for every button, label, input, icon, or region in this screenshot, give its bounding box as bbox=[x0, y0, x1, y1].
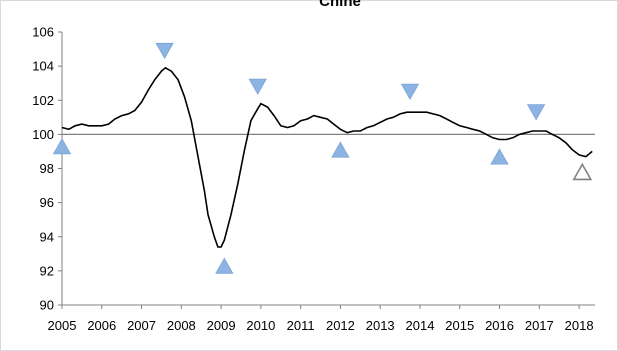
plot-area: 90 92 94 96 98 100 102 104 106 2005 2006 2007 2008 20… bbox=[32, 25, 595, 333]
x-tick-label: 2015 bbox=[445, 318, 474, 333]
y-tick-label: 94 bbox=[40, 229, 54, 244]
trough-marker bbox=[331, 141, 350, 158]
y-tick-label: 102 bbox=[32, 93, 54, 108]
y-tick-label: 104 bbox=[32, 59, 54, 74]
peak-marker bbox=[400, 83, 420, 101]
x-tick-label: 2014 bbox=[406, 318, 435, 333]
y-tick-label: 98 bbox=[40, 161, 54, 176]
x-tick-label: 2016 bbox=[485, 318, 514, 333]
x-tick-label: 2012 bbox=[326, 318, 355, 333]
chart-title: Chine bbox=[319, 0, 361, 10]
peak-marker bbox=[248, 78, 267, 95]
trough-marker bbox=[215, 257, 234, 274]
y-tick-label: 92 bbox=[40, 263, 54, 278]
trough-marker bbox=[52, 137, 72, 155]
x-tick-label: 2018 bbox=[565, 318, 594, 333]
x-tick-label: 2006 bbox=[87, 318, 116, 333]
x-tick-label: 2009 bbox=[207, 318, 236, 333]
y-tick-label: 90 bbox=[40, 298, 54, 313]
x-tick-label: 2007 bbox=[127, 318, 156, 333]
trough-marker bbox=[490, 148, 509, 165]
x-tick-label: 2011 bbox=[287, 318, 315, 333]
y-tick-label: 106 bbox=[32, 25, 54, 40]
series-line bbox=[61, 66, 593, 248]
x-tick-label: 2005 bbox=[48, 318, 77, 333]
y-tick-label: 100 bbox=[32, 127, 54, 142]
x-tick-label: 2017 bbox=[525, 318, 554, 333]
trough-marker bbox=[572, 162, 593, 181]
x-tick-label: 2013 bbox=[366, 318, 395, 333]
x-tick-label: 2008 bbox=[167, 318, 196, 333]
peak-marker bbox=[526, 104, 546, 121]
y-tick-label: 96 bbox=[40, 195, 54, 210]
x-tick-label: 2010 bbox=[246, 318, 275, 333]
peak-marker bbox=[155, 42, 174, 60]
